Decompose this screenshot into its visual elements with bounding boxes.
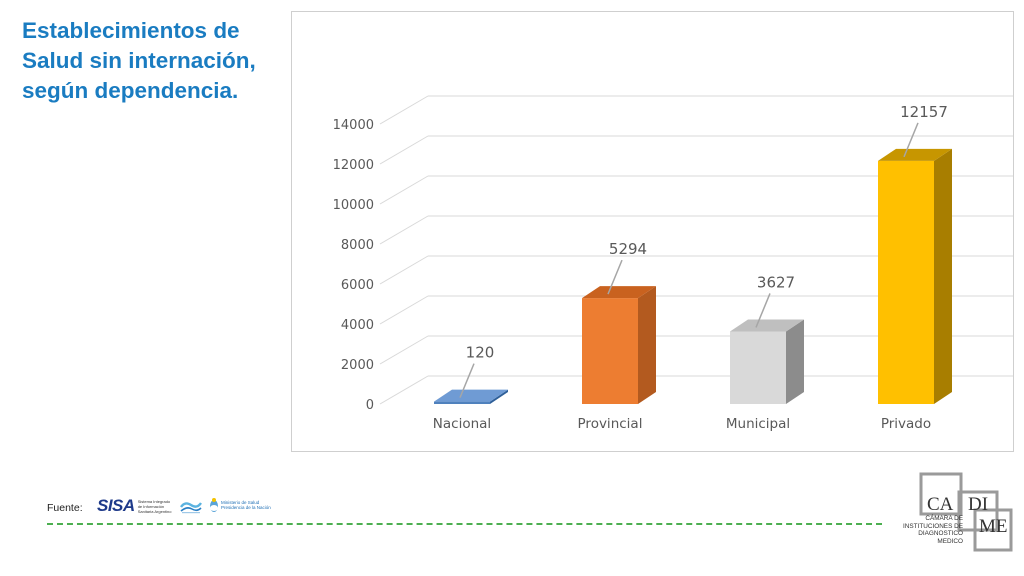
bar-top — [730, 319, 804, 332]
coat-of-arms-icon — [210, 498, 218, 512]
cadime-caption-line-1: CÁMARA DE — [925, 515, 963, 522]
footer-divider — [47, 523, 882, 525]
bar — [878, 160, 934, 404]
gridline-diagonal — [379, 95, 429, 125]
title-line-3: según dependencia. — [22, 78, 239, 103]
sisa-logo: SISA Sistema Integrado de Información Sa… — [97, 495, 172, 517]
cadime-caption-line-2: INSTITUCIONES DE — [902, 522, 963, 530]
gridline-diagonal — [379, 375, 429, 405]
cadime-mark-me: ME — [979, 516, 1008, 537]
ministerio-logo: Ministerio de Salud Presidencia de la Na… — [209, 497, 271, 513]
y-tick-label: 6000 — [341, 278, 374, 293]
bar-side — [490, 389, 508, 404]
cadime-mark-di: DI — [968, 494, 988, 515]
sisa-logo-caption: Sistema Integrado de Información Sanitar… — [137, 498, 172, 514]
y-tick-label: 2000 — [341, 358, 374, 373]
cadime-caption-line-4: MEDICO — [937, 537, 963, 545]
ministerio-line-1: Ministerio de Salud — [221, 499, 260, 505]
data-label-leader — [459, 363, 475, 398]
bar — [730, 331, 786, 404]
bar-side — [786, 319, 804, 404]
chart-frame: 0 2000 4000 6000 8000 10000 12000 14000 Nacional… — [291, 11, 1014, 452]
gridline-diagonal — [379, 295, 429, 325]
data-label-leader — [755, 293, 771, 328]
y-tick-label: 10000 — [333, 198, 374, 213]
title-line-1: Establecimientos de — [22, 18, 240, 43]
gridline-diagonal — [379, 215, 429, 245]
bar — [434, 401, 490, 404]
bar-top — [878, 148, 952, 161]
data-label-leader — [607, 259, 623, 295]
gridline-diagonal — [379, 175, 429, 205]
source-label: Fuente: — [47, 502, 83, 514]
cobertura-logo-icon — [180, 502, 202, 514]
bar — [582, 298, 638, 404]
bar-side — [934, 148, 952, 404]
x-tick-label: Municipal — [726, 416, 790, 432]
data-label-leader — [903, 122, 919, 158]
x-tick-label: Provincial — [578, 416, 643, 432]
bar-chart: 0 2000 4000 6000 8000 10000 12000 14000 Nacional… — [333, 95, 1013, 432]
data-label: 3627 — [757, 273, 795, 291]
bar-top — [434, 389, 508, 402]
x-tick-label: Nacional — [433, 416, 491, 432]
cadime-mark-ca: CA — [927, 494, 954, 515]
bar-top — [582, 286, 656, 299]
cadime-logo: CA DI ME — [919, 472, 1013, 552]
gridline-diagonal — [379, 255, 429, 285]
y-tick-label: 12000 — [333, 158, 374, 173]
title-line-2: Salud sin internación, — [22, 48, 256, 73]
sisa-logo-mark: SISA — [97, 496, 135, 515]
y-tick-label: 0 — [366, 398, 374, 413]
gridline-diagonal — [379, 135, 429, 165]
ministerio-line-2: Presidencia de la Nación — [221, 505, 271, 510]
cadime-caption: CÁMARA DE INSTITUCIONES DE DIAGNOSTICO M… — [893, 515, 963, 545]
slide-title: Establecimientos de Salud sin internació… — [22, 16, 292, 106]
data-label: 12157 — [900, 103, 948, 121]
gridline-diagonal — [379, 335, 429, 365]
data-label: 120 — [466, 344, 495, 362]
data-label: 5294 — [609, 240, 647, 258]
ministerio-text: Ministerio de Salud Presidencia de la Na… — [221, 500, 271, 511]
bar-side — [638, 286, 656, 404]
cadime-caption-line-3: DIAGNOSTICO — [918, 530, 963, 538]
x-tick-label: Privado — [881, 416, 931, 432]
y-tick-label: 8000 — [341, 238, 374, 253]
y-tick-label: 14000 — [333, 118, 374, 133]
y-tick-label: 4000 — [341, 318, 374, 333]
